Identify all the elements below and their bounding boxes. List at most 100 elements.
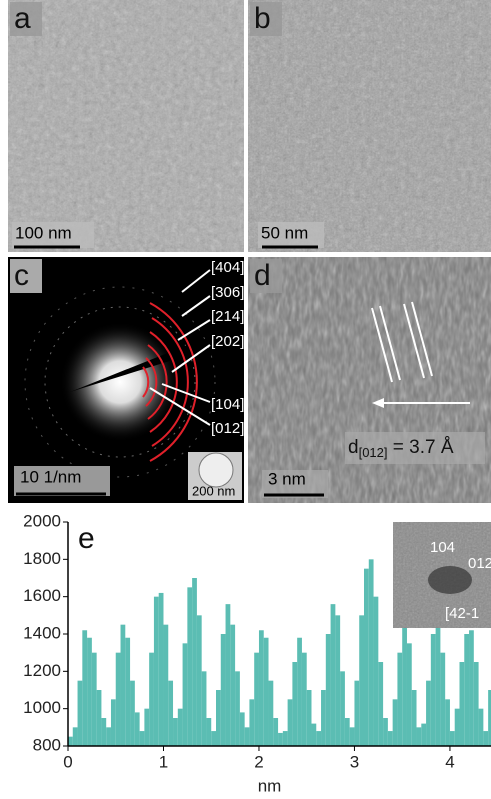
- bar: [245, 727, 250, 746]
- bar: [216, 690, 221, 746]
- bar: [388, 731, 393, 746]
- scale-label: 100 nm: [15, 223, 72, 242]
- y-tick-label: 1000: [23, 698, 61, 717]
- bar: [92, 653, 97, 746]
- bar: [455, 709, 460, 746]
- panel-d: d d[012] = 3.7 Å 3 nm: [248, 257, 491, 503]
- y-tick-label: 800: [33, 735, 61, 754]
- bar: [335, 615, 340, 746]
- bar: [116, 653, 121, 746]
- scale-label: 3 nm: [268, 469, 306, 488]
- ring-label: [012]: [211, 420, 244, 437]
- bar: [125, 638, 130, 746]
- inset-scale-label: 200 nm: [192, 483, 235, 498]
- bar: [78, 681, 83, 746]
- bar: [340, 671, 345, 746]
- x-axis-label: nm: [258, 776, 282, 795]
- spacing-value: = 3.7 Å: [388, 437, 454, 458]
- bar: [378, 662, 383, 746]
- panel-c: [404] [306] [214] [202] [104] [012] c 10…: [8, 257, 244, 503]
- bar: [316, 731, 321, 746]
- panel-label: c: [14, 259, 29, 292]
- bar: [464, 634, 469, 746]
- bar: [187, 587, 192, 746]
- panel-b: b 50 nm: [248, 0, 491, 252]
- bar: [450, 731, 455, 746]
- bar: [402, 625, 407, 746]
- bar: [221, 634, 226, 746]
- bar: [259, 630, 264, 746]
- ring-label: [104]: [211, 396, 244, 413]
- bar: [269, 681, 274, 746]
- panel-label: a: [14, 2, 31, 35]
- bar: [469, 630, 474, 746]
- x-tick-label: 2: [254, 752, 263, 771]
- bar: [354, 681, 359, 746]
- bar: [73, 727, 78, 746]
- bar: [374, 597, 379, 746]
- bar: [445, 699, 450, 746]
- bar: [297, 638, 302, 746]
- micrograph-grain: [8, 0, 244, 252]
- bar: [292, 662, 297, 746]
- panel-a: a 100 nm: [8, 0, 244, 252]
- scale-label: 10 1/nm: [20, 467, 81, 486]
- bar: [121, 625, 126, 746]
- bar: [331, 604, 336, 746]
- figure: a 100 nm b 50 nm [: [0, 0, 491, 799]
- hrtem-texture: [248, 257, 491, 503]
- bar: [383, 718, 388, 746]
- bar: [426, 681, 431, 746]
- panel-label: e: [78, 522, 95, 555]
- bar: [178, 709, 183, 746]
- bar: [393, 699, 398, 746]
- y-tick-label: 1600: [23, 586, 61, 605]
- bar: [321, 690, 326, 746]
- bar: [144, 709, 149, 746]
- bar: [412, 690, 417, 746]
- bar: [364, 569, 369, 746]
- bar: [264, 638, 269, 746]
- bar: [479, 709, 484, 746]
- bar: [106, 727, 111, 746]
- bar: [326, 634, 331, 746]
- inset-label: [42-1: [445, 605, 479, 622]
- bar: [101, 718, 106, 746]
- bar: [288, 699, 293, 746]
- bar: [82, 630, 87, 746]
- inset-particle: [199, 453, 233, 487]
- micrograph-grain: [248, 0, 491, 252]
- bar: [163, 625, 168, 746]
- bar: [483, 731, 488, 746]
- bar: [140, 731, 145, 746]
- y-tick-label: 2000: [23, 511, 61, 530]
- bar: [369, 559, 374, 746]
- bar: [311, 724, 316, 746]
- bar: [302, 653, 307, 746]
- fft-center: [428, 566, 472, 594]
- bar: [474, 662, 479, 746]
- panel-e-overlay: e 104 012 [42-1: [78, 522, 491, 628]
- x-tick-label: 0: [63, 752, 72, 771]
- bar: [407, 643, 412, 746]
- inset-label: 012: [468, 555, 491, 572]
- bar: [226, 604, 231, 746]
- bar: [135, 712, 140, 746]
- bar: [350, 727, 355, 746]
- bar: [431, 634, 436, 746]
- ring-label: [202]: [211, 333, 244, 350]
- x-tick-label: 3: [350, 752, 359, 771]
- scale-label: 50 nm: [261, 223, 308, 242]
- bar: [397, 653, 402, 746]
- ring-label: [404]: [211, 259, 244, 276]
- y-tick-label: 1400: [23, 623, 61, 642]
- bar: [206, 718, 211, 746]
- bar: [97, 690, 102, 746]
- bar: [154, 597, 159, 746]
- bar: [278, 733, 283, 746]
- bar: [197, 615, 202, 746]
- bar: [417, 727, 422, 746]
- bar: [149, 653, 154, 746]
- bar: [183, 643, 188, 746]
- bar: [440, 653, 445, 746]
